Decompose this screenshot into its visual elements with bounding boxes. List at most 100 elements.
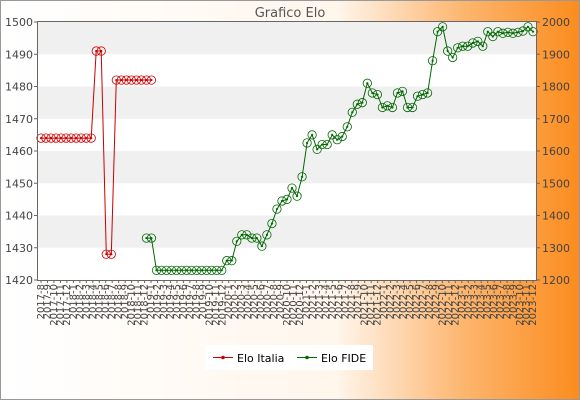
x-axis-tick-label: 2022-5 — [405, 284, 416, 319]
left-axis-tick-label: 1480 — [5, 81, 33, 94]
x-axis-tick-label: 2018-5 — [94, 284, 105, 319]
right-axis-tick-label: 1200 — [542, 274, 570, 287]
data-point-elo-fide — [277, 196, 287, 206]
data-point-center-elo-fide — [275, 207, 279, 211]
left-axis-tick-label: 1460 — [5, 145, 33, 158]
plot-band — [38, 118, 536, 151]
data-point-elo-fide — [252, 233, 262, 243]
data-point-elo-fide — [342, 122, 352, 132]
legend-label-elo-fide: Elo FIDE — [321, 352, 366, 365]
x-axis-tick-label: 2022-2 — [386, 284, 397, 319]
data-point-center-elo-fide — [376, 93, 379, 96]
data-point-center-elo-italia — [110, 253, 113, 256]
data-point-elo-fide — [292, 191, 302, 201]
data-point-elo-fide — [377, 102, 387, 113]
x-axis-tick-label: 2022-7 — [418, 284, 429, 319]
data-point-elo-fide — [448, 52, 458, 63]
plot-band — [38, 86, 536, 119]
x-axis-tick-label: 2019-8 — [191, 284, 202, 319]
data-point-elo-fide — [227, 256, 237, 266]
plot-band — [38, 215, 536, 248]
right-axis-tick-label: 1700 — [542, 113, 570, 126]
data-point-center-elo-fide — [295, 195, 299, 198]
right-axis-tick-label: 1900 — [542, 48, 570, 61]
data-point-center-elo-fide — [336, 138, 339, 141]
data-point-center-elo-fide — [270, 222, 274, 225]
left-axis-tick-label: 1420 — [5, 274, 33, 287]
x-axis-tick-label: 2020-11 — [288, 284, 299, 326]
x-axis-tick-label: 2019-10 — [204, 284, 215, 326]
data-point-elo-fide — [433, 27, 443, 37]
x-axis-tick-label: 2019-9 — [198, 284, 209, 319]
data-point-elo-fide — [347, 107, 357, 117]
left-axis-tick-label: 1430 — [5, 242, 33, 255]
x-axis-tick-label: 2021-6 — [334, 284, 345, 319]
x-axis-tick-label: 2020-10 — [282, 284, 293, 326]
data-point-center-elo-fide — [361, 101, 364, 104]
x-axis-tick-label: 2023-11 — [522, 284, 533, 326]
x-axis-tick-label: 2022-10 — [437, 284, 448, 326]
x-axis-tick-label: 2021-11 — [366, 284, 377, 326]
data-point-elo-fide — [508, 28, 518, 38]
data-point-center-elo-fide — [305, 141, 309, 145]
x-axis-tick-label: 2019-2 — [153, 284, 164, 319]
data-point-elo-fide — [382, 101, 393, 111]
data-point-elo-fide — [307, 130, 317, 140]
data-point-elo-fide — [242, 230, 252, 240]
data-point-elo-fide — [272, 204, 282, 214]
x-axis-tick-label: 2023-5 — [483, 284, 494, 319]
left-axis-tick-label: 1490 — [5, 48, 33, 61]
data-point-center-elo-fide — [486, 30, 489, 33]
x-axis-tick-label: 2021-2 — [308, 284, 319, 319]
data-point-center-elo-fide — [521, 29, 525, 33]
x-axis-tick-label: 2022-3 — [392, 284, 403, 319]
data-point-center-elo-fide — [260, 245, 263, 248]
x-axis-tick-label: 2021-10 — [360, 284, 371, 326]
data-point-elo-fide — [327, 130, 337, 140]
left-axis-tick-label: 1450 — [5, 177, 33, 190]
data-point-elo-fide — [493, 27, 503, 37]
data-point-elo-fide — [392, 88, 403, 98]
data-point-elo-fide — [412, 91, 423, 101]
data-point-elo-fide — [287, 183, 297, 193]
data-point-elo-fide — [513, 27, 523, 37]
data-point-elo-fide — [453, 43, 463, 53]
data-point-elo-fide — [503, 27, 513, 37]
data-point-elo-fide — [312, 144, 322, 154]
data-point-center-elo-fide — [220, 269, 223, 272]
x-axis-tick-label: 2023-4 — [476, 284, 487, 319]
x-axis-tick-label: 2018-9 — [120, 284, 131, 319]
x-axis-tick-label: 2020-6 — [256, 284, 267, 319]
legend-marker-elo-italia-dot — [221, 355, 225, 360]
data-point-center-elo-fide — [426, 91, 429, 95]
left-axis-tick-label: 1500 — [5, 16, 33, 29]
x-axis-tick-label: 2021-9 — [353, 284, 364, 319]
right-axis-tick-label: 1800 — [542, 81, 570, 94]
x-axis-tick-label: 2020-2 — [230, 284, 241, 319]
data-point-center-elo-fide — [441, 25, 444, 28]
left-axis-tick-label: 1440 — [5, 210, 33, 223]
x-axis-tick-label: 2020-1 — [224, 284, 235, 319]
data-point-center-elo-fide — [411, 106, 414, 109]
x-axis-tick-label: 2022-8 — [424, 284, 435, 319]
x-axis-tick-label: 2018-11 — [133, 284, 144, 326]
data-point-center-elo-fide — [285, 198, 289, 201]
x-axis-tick-label: 2019-12 — [217, 284, 228, 326]
data-point-center-elo-fide — [341, 135, 344, 138]
chart-title: Grafico Elo — [255, 6, 326, 21]
data-point-elo-italia — [96, 46, 106, 56]
x-axis-tick-label: 2018-7 — [107, 284, 118, 319]
x-axis-tick-label: 2023-2 — [463, 284, 474, 319]
x-axis-tick-label: 2022-12 — [450, 284, 461, 326]
data-point-center-elo-fide — [290, 186, 294, 190]
data-point-elo-fide — [267, 218, 277, 229]
x-axis-tick-label: 2023-3 — [470, 284, 481, 319]
data-point-elo-fide — [473, 36, 483, 46]
data-point-center-elo-fide — [331, 133, 334, 136]
data-point-elo-italia — [86, 133, 96, 143]
data-point-elo-fide — [478, 41, 488, 51]
legend: Elo Italia Elo FIDE — [205, 345, 373, 370]
x-axis-tick-label: 2023-7 — [496, 284, 507, 319]
data-point-elo-fide — [483, 27, 493, 37]
data-point-center-elo-italia — [150, 78, 153, 82]
